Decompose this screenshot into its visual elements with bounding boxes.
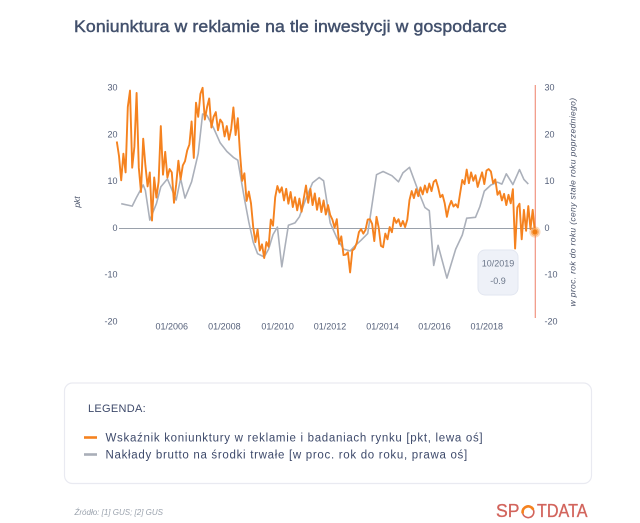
svg-text:01/2010: 01/2010 bbox=[261, 322, 294, 332]
svg-text:20: 20 bbox=[545, 129, 555, 139]
svg-text:Wskaźnik koniunktury w reklami: Wskaźnik koniunktury w reklamie i badani… bbox=[106, 433, 484, 445]
svg-text:0: 0 bbox=[112, 223, 117, 233]
svg-text:TDATA: TDATA bbox=[537, 501, 588, 521]
svg-text:01/2012: 01/2012 bbox=[314, 322, 347, 332]
svg-text:-0.9: -0.9 bbox=[490, 276, 506, 286]
svg-text:LEGENDA:: LEGENDA: bbox=[88, 403, 146, 415]
svg-text:01/2014: 01/2014 bbox=[366, 322, 399, 332]
svg-text:-20: -20 bbox=[545, 316, 558, 326]
svg-text:Koniunktura w reklamie na tle: Koniunktura w reklamie na tle inwestycji… bbox=[74, 17, 507, 36]
svg-text:01/2018: 01/2018 bbox=[471, 322, 504, 332]
svg-text:-10: -10 bbox=[545, 270, 558, 280]
svg-text:SP: SP bbox=[496, 501, 520, 521]
svg-text:10: 10 bbox=[107, 176, 117, 186]
svg-text:Nakłady brutto na środki trwał: Nakłady brutto na środki trwałe [w proc.… bbox=[106, 450, 468, 462]
svg-text:01/2016: 01/2016 bbox=[418, 322, 451, 332]
svg-text:30: 30 bbox=[107, 83, 117, 93]
svg-text:-10: -10 bbox=[104, 270, 117, 280]
svg-text:10/2019: 10/2019 bbox=[482, 258, 515, 268]
svg-text:10: 10 bbox=[545, 176, 555, 186]
svg-text:20: 20 bbox=[107, 129, 117, 139]
svg-text:Źródło: [1] GUS; [2] GUS: Źródło: [1] GUS; [2] GUS bbox=[74, 508, 164, 517]
svg-text:pkt: pkt bbox=[72, 196, 82, 209]
svg-text:-20: -20 bbox=[104, 316, 117, 326]
svg-text:01/2006: 01/2006 bbox=[156, 322, 189, 332]
svg-text:w proc. rok do roku (ceny stał: w proc. rok do roku (ceny stałe roku pop… bbox=[567, 98, 577, 307]
svg-text:30: 30 bbox=[545, 83, 555, 93]
svg-text:01/2008: 01/2008 bbox=[208, 322, 241, 332]
svg-text:0: 0 bbox=[545, 223, 550, 233]
